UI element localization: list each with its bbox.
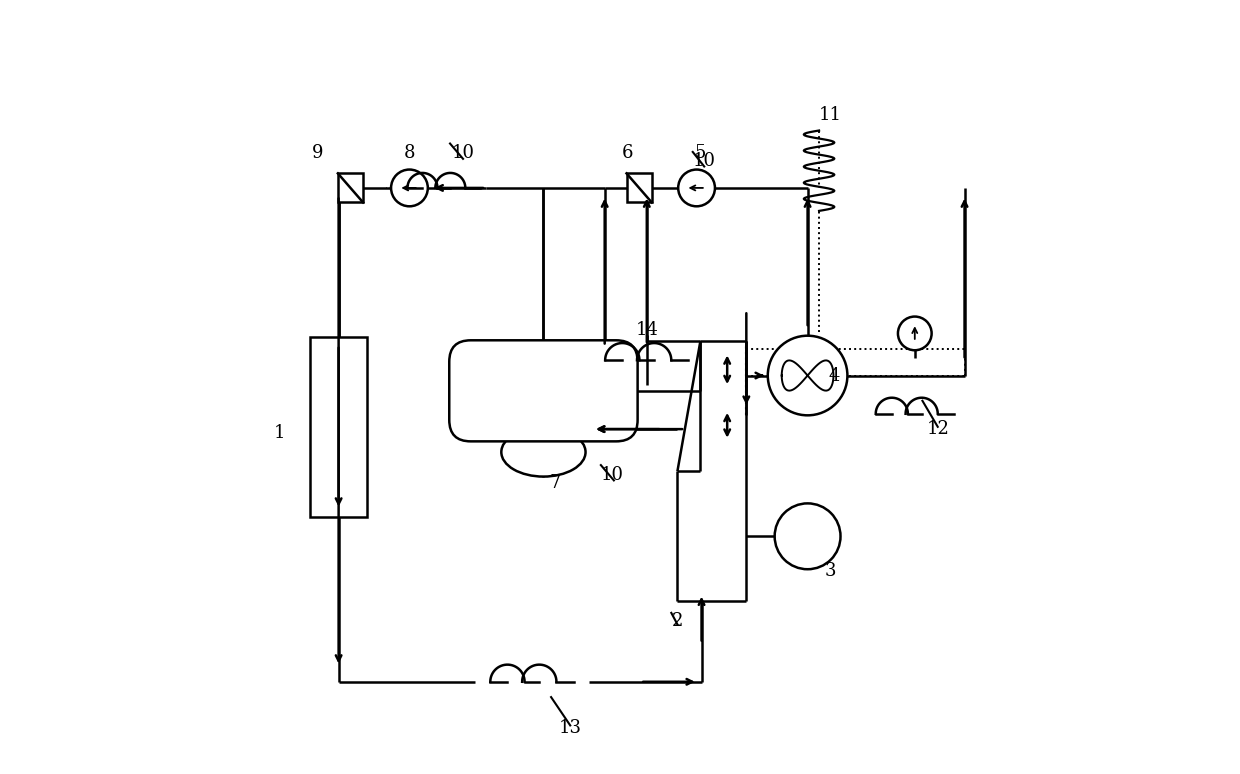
Text: 2: 2 bbox=[672, 611, 683, 629]
Bar bbox=[310, 337, 367, 517]
Ellipse shape bbox=[501, 427, 585, 477]
Text: 12: 12 bbox=[926, 420, 949, 438]
Circle shape bbox=[768, 336, 847, 416]
Circle shape bbox=[898, 317, 931, 351]
Text: 11: 11 bbox=[820, 106, 842, 124]
Text: 10: 10 bbox=[451, 145, 475, 163]
Text: 14: 14 bbox=[635, 320, 658, 338]
Text: 10: 10 bbox=[693, 152, 715, 170]
Text: 4: 4 bbox=[828, 367, 839, 385]
Text: 10: 10 bbox=[601, 466, 624, 484]
Text: 6: 6 bbox=[622, 145, 634, 163]
Text: 13: 13 bbox=[559, 719, 582, 737]
Bar bbox=[337, 173, 363, 203]
Text: 1: 1 bbox=[274, 424, 285, 442]
Circle shape bbox=[391, 170, 428, 207]
Text: 7: 7 bbox=[549, 474, 560, 491]
Circle shape bbox=[678, 170, 715, 207]
Text: 8: 8 bbox=[404, 145, 415, 163]
FancyBboxPatch shape bbox=[449, 341, 637, 441]
Text: 5: 5 bbox=[694, 145, 706, 163]
Text: 3: 3 bbox=[825, 562, 836, 580]
Text: 9: 9 bbox=[311, 145, 324, 163]
Circle shape bbox=[775, 503, 841, 569]
Bar bbox=[626, 173, 652, 203]
